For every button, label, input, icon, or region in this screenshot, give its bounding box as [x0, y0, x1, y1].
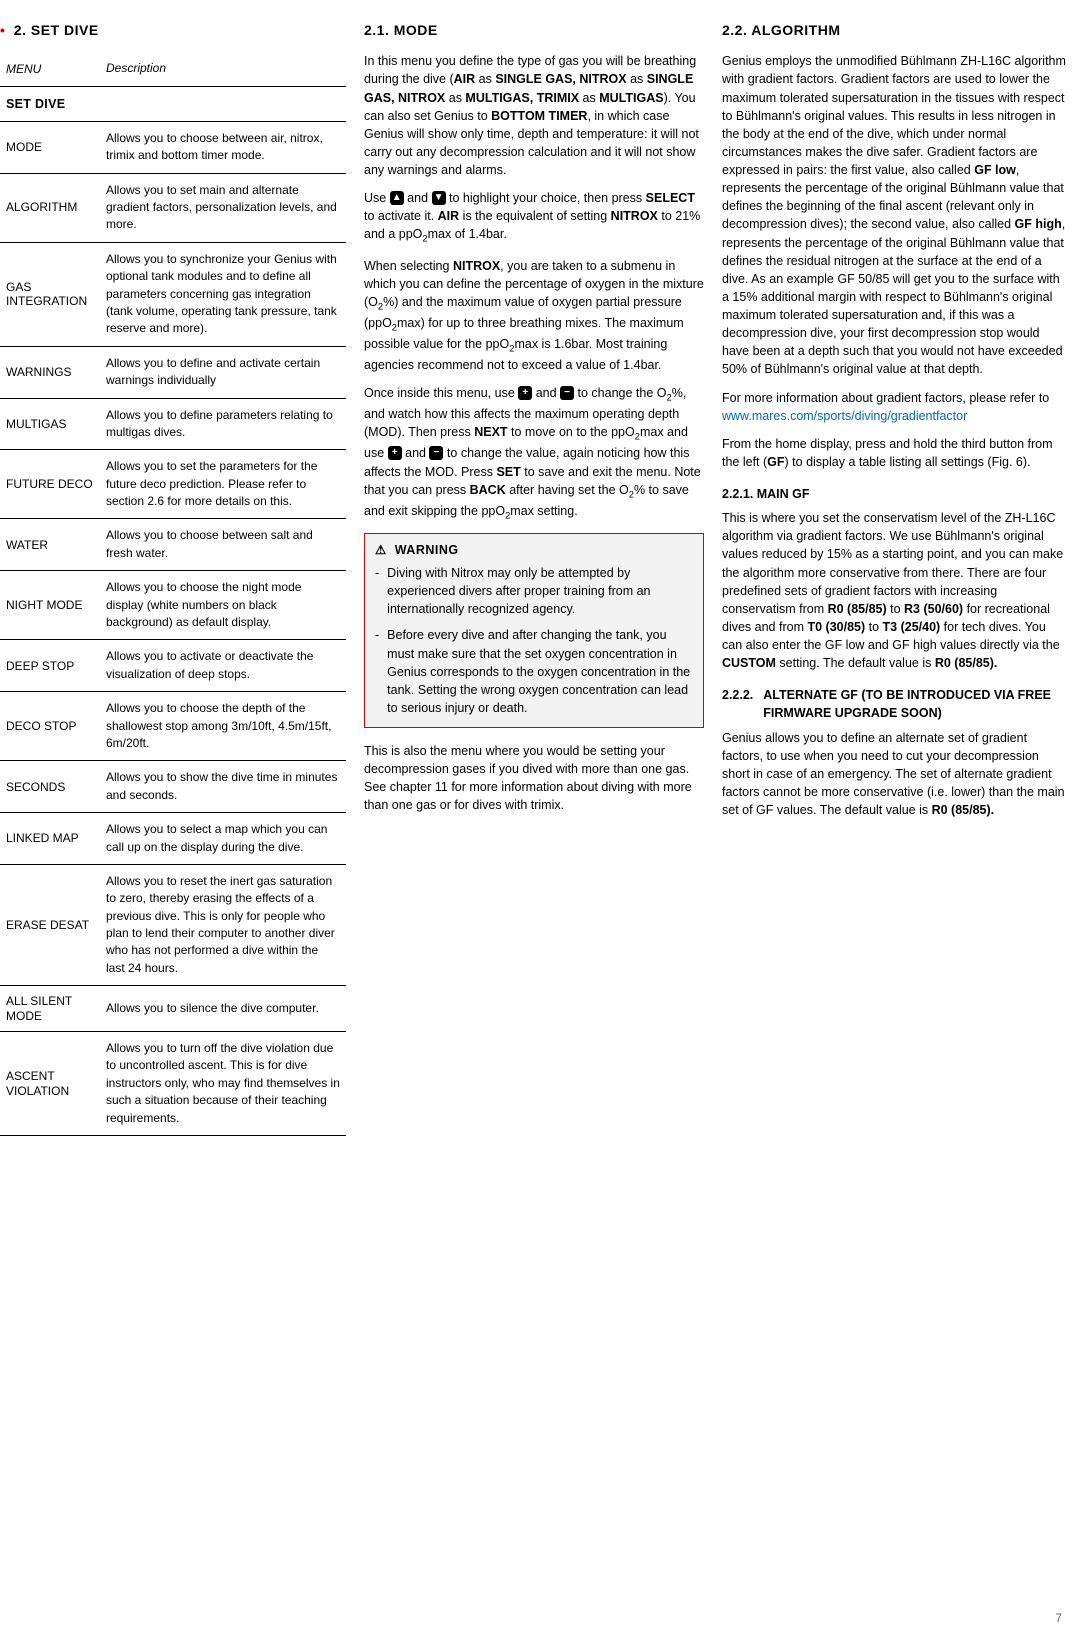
algorithm-heading: 2.2. ALGORITHM: [722, 20, 1068, 40]
section-label: SET DIVE: [0, 86, 346, 121]
row-name: DECO STOP: [0, 692, 100, 761]
table-row: WARNINGSAllows you to define and activat…: [0, 346, 346, 398]
algo-p2: For more information about gradient fact…: [722, 389, 1068, 425]
dash-icon: -: [375, 626, 379, 717]
mode-p1: In this menu you define the type of gas …: [364, 52, 704, 179]
row-desc: Allows you to silence the dive computer.: [100, 986, 346, 1032]
page-number: 7: [1055, 1610, 1062, 1627]
plus-icon-2: +: [388, 446, 402, 460]
row-desc: Allows you to choose the night mode disp…: [100, 571, 346, 640]
table-row: ALL SILENT MODEAllows you to silence the…: [0, 986, 346, 1032]
column-1: • 2. SET DIVE MENU Description SET DIVE …: [0, 20, 346, 1136]
dash-icon: -: [375, 564, 379, 618]
warning-text: Diving with Nitrox may only be attempted…: [387, 564, 693, 618]
header-desc: Description: [100, 52, 346, 86]
row-desc: Allows you to synchronize your Genius wi…: [100, 242, 346, 346]
row-name: MULTIGAS: [0, 398, 100, 450]
row-name: FUTURE DECO: [0, 450, 100, 519]
main-gf-body: This is where you set the conservatism l…: [722, 509, 1068, 672]
set-dive-heading: • 2. SET DIVE: [0, 20, 346, 40]
row-name: ALL SILENT MODE: [0, 986, 100, 1032]
row-desc: Allows you to choose the depth of the sh…: [100, 692, 346, 761]
algo-p1: Genius employs the unmodified Bühlmann Z…: [722, 52, 1068, 378]
row-desc: Allows you to set main and alternate gra…: [100, 173, 346, 242]
row-desc: Allows you to choose between air, nitrox…: [100, 121, 346, 173]
up-icon: ▲: [390, 191, 404, 205]
row-name: DEEP STOP: [0, 640, 100, 692]
warning-title: ⚠ WARNING: [365, 534, 703, 564]
menu-table: MENU Description SET DIVE MODEAllows you…: [0, 52, 346, 1136]
algo-p3: From the home display, press and hold th…: [722, 435, 1068, 471]
row-name: NIGHT MODE: [0, 571, 100, 640]
warning-label: WARNING: [395, 543, 459, 557]
table-row: ASCENT VIOLATIONAllows you to turn off t…: [0, 1032, 346, 1136]
row-name: WARNINGS: [0, 346, 100, 398]
table-row: DEEP STOPAllows you to activate or deact…: [0, 640, 346, 692]
row-desc: Allows you to choose between salt and fr…: [100, 519, 346, 571]
row-name: MODE: [0, 121, 100, 173]
row-name: ASCENT VIOLATION: [0, 1032, 100, 1136]
table-row: ERASE DESATAllows you to reset the inert…: [0, 864, 346, 985]
table-row: FUTURE DECOAllows you to set the paramet…: [0, 450, 346, 519]
mode-p2: Use ▲ and ▼ to highlight your choice, th…: [364, 189, 704, 246]
row-desc: Allows you to reset the inert gas satura…: [100, 864, 346, 985]
row-desc: Allows you to select a map which you can…: [100, 813, 346, 865]
table-row: GAS INTEGRATIONAllows you to synchronize…: [0, 242, 346, 346]
warning-body: -Diving with Nitrox may only be attempte…: [365, 564, 703, 727]
main-gf-heading: 2.2.1. MAIN GF: [722, 485, 1068, 503]
minus-icon: −: [560, 386, 574, 400]
table-row: LINKED MAPAllows you to select a map whi…: [0, 813, 346, 865]
alt-gf-heading: 2.2.2. ALTERNATE GF (TO BE INTRODUCED VI…: [722, 686, 1068, 722]
row-name: SECONDS: [0, 761, 100, 813]
table-row: MODEAllows you to choose between air, ni…: [0, 121, 346, 173]
gradient-factor-link[interactable]: www.mares.com/sports/diving/gradientfact…: [722, 409, 967, 423]
warning-triangle-icon: ⚠: [375, 543, 387, 557]
table-row: WATERAllows you to choose between salt a…: [0, 519, 346, 571]
mode-p4: Once inside this menu, use + and − to ch…: [364, 384, 704, 523]
alt-gf-num: 2.2.2.: [722, 686, 753, 722]
mode-p3: When selecting NITROX, you are taken to …: [364, 257, 704, 375]
alt-gf-title: ALTERNATE GF (TO BE INTRODUCED VIA FREE …: [763, 686, 1068, 722]
row-desc: Allows you to turn off the dive violatio…: [100, 1032, 346, 1136]
row-name: ALGORITHM: [0, 173, 100, 242]
table-row: ALGORITHMAllows you to set main and alte…: [0, 173, 346, 242]
plus-icon: +: [518, 386, 532, 400]
row-name: ERASE DESAT: [0, 864, 100, 985]
table-header-row: MENU Description: [0, 52, 346, 86]
header-menu: MENU: [0, 52, 100, 86]
table-row: MULTIGASAllows you to define parameters …: [0, 398, 346, 450]
table-row: SECONDSAllows you to show the dive time …: [0, 761, 346, 813]
warning-box: ⚠ WARNING -Diving with Nitrox may only b…: [364, 533, 704, 728]
down-icon: ▼: [432, 191, 446, 205]
column-2: 2.1. MODE In this menu you define the ty…: [364, 20, 704, 1136]
row-desc: Allows you to show the dive time in minu…: [100, 761, 346, 813]
table-section-row: SET DIVE: [0, 86, 346, 121]
column-3: 2.2. ALGORITHM Genius employs the unmodi…: [722, 20, 1068, 1136]
row-name: WATER: [0, 519, 100, 571]
row-name: LINKED MAP: [0, 813, 100, 865]
heading-text: 2. SET DIVE: [14, 22, 99, 38]
table-row: DECO STOPAllows you to choose the depth …: [0, 692, 346, 761]
table-row: NIGHT MODEAllows you to choose the night…: [0, 571, 346, 640]
row-desc: Allows you to define parameters relating…: [100, 398, 346, 450]
alt-gf-body: Genius allows you to define an alternate…: [722, 729, 1068, 820]
page-root: • 2. SET DIVE MENU Description SET DIVE …: [0, 20, 1064, 1136]
row-desc: Allows you to define and activate certai…: [100, 346, 346, 398]
mode-heading: 2.1. MODE: [364, 20, 704, 40]
bullet-icon: •: [0, 22, 5, 38]
mode-closing: This is also the menu where you would be…: [364, 742, 704, 815]
warning-item: -Before every dive and after changing th…: [375, 626, 693, 717]
warning-text: Before every dive and after changing the…: [387, 626, 693, 717]
row-desc: Allows you to activate or deactivate the…: [100, 640, 346, 692]
row-desc: Allows you to set the parameters for the…: [100, 450, 346, 519]
minus-icon-2: −: [429, 446, 443, 460]
row-name: GAS INTEGRATION: [0, 242, 100, 346]
warning-item: -Diving with Nitrox may only be attempte…: [375, 564, 693, 618]
